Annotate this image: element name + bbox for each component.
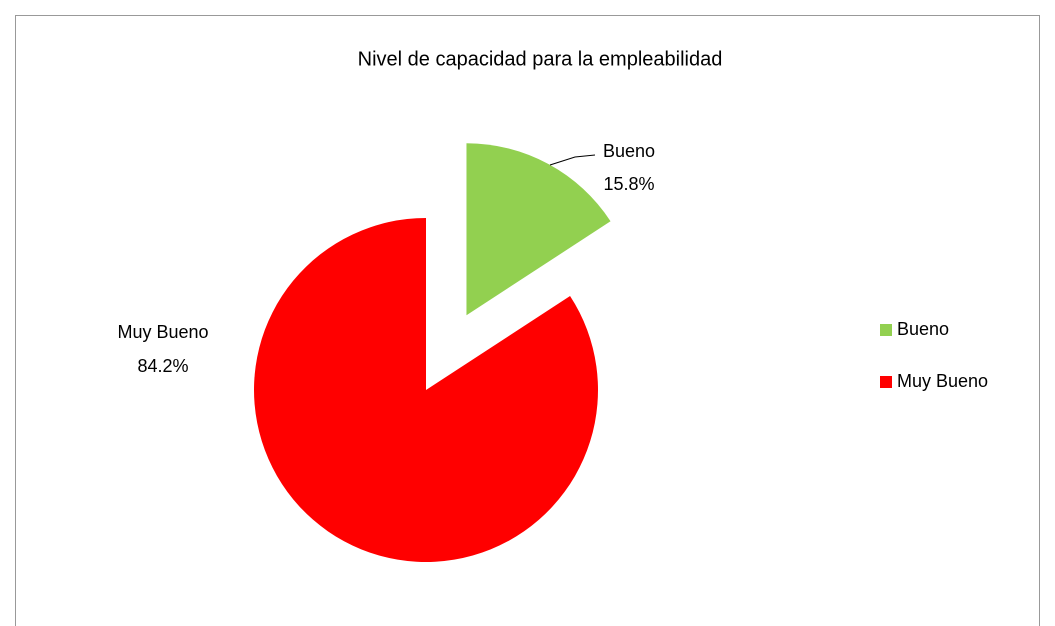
chart-frame xyxy=(15,15,1040,626)
legend-swatch xyxy=(880,324,892,336)
data-label-name: Muy Bueno xyxy=(117,322,208,342)
pie-slice xyxy=(466,143,611,316)
legend-label: Muy Bueno xyxy=(897,371,988,391)
chart-title: Nivel de capacidad para la empleabilidad xyxy=(358,48,723,70)
data-label-value: 84.2% xyxy=(137,356,188,376)
data-label-value: 15.8% xyxy=(603,174,654,194)
legend-swatch xyxy=(880,376,892,388)
legend-label: Bueno xyxy=(897,319,949,339)
data-label-name: Bueno xyxy=(603,141,655,161)
leader-line xyxy=(549,154,596,166)
pie-slice xyxy=(254,218,598,562)
